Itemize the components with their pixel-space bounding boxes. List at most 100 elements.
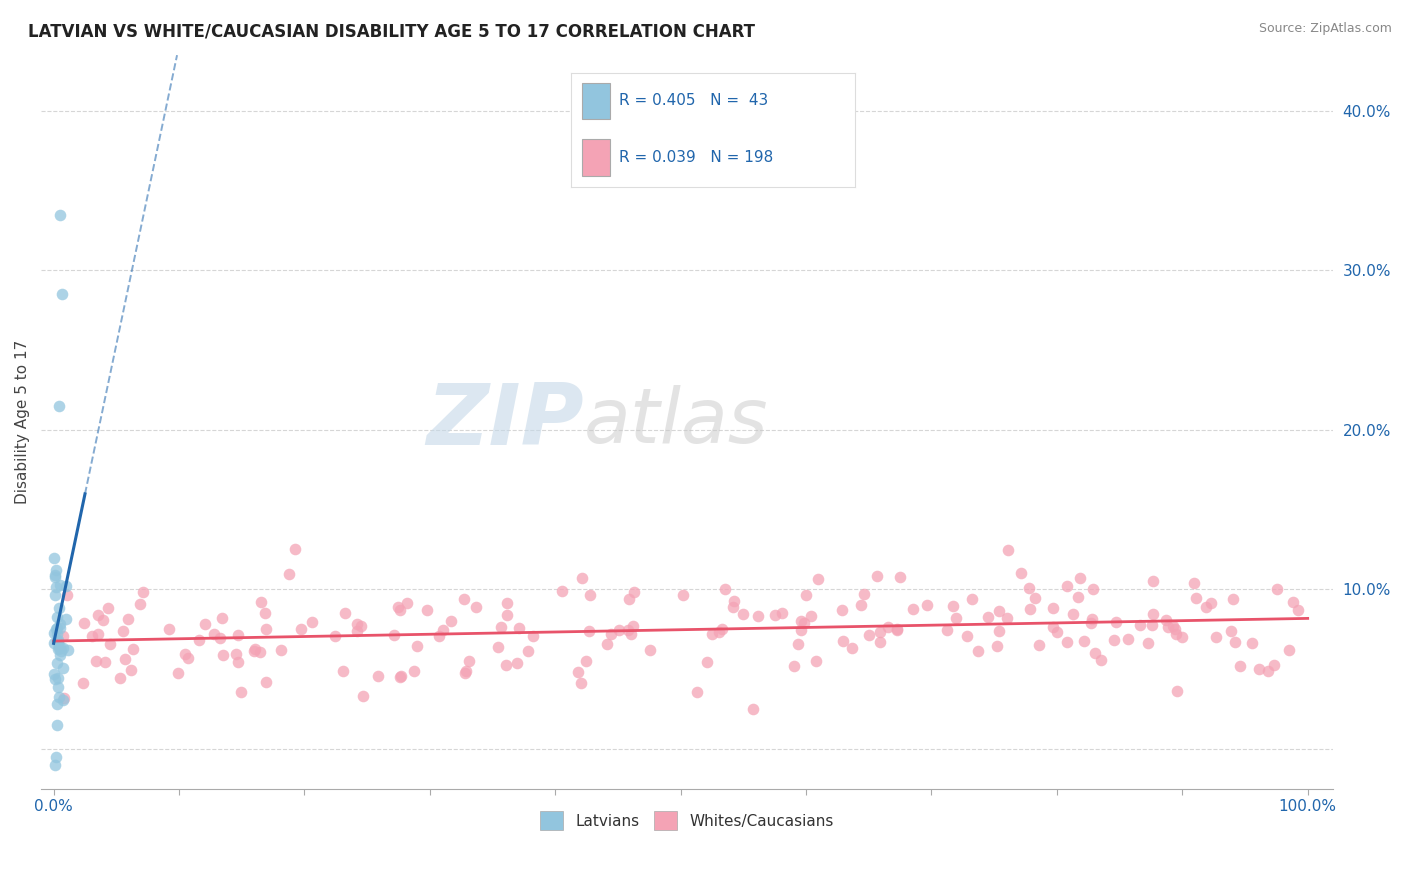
Point — [93, 655, 115, 669]
Point — [571, 571, 593, 585]
Point — [51, 643, 73, 657]
Point — [290, 622, 312, 636]
Point — [1240, 636, 1263, 650]
Point — [284, 542, 307, 557]
Point — [1199, 596, 1222, 610]
Point — [962, 591, 984, 606]
Point — [889, 570, 911, 584]
Point — [350, 619, 373, 633]
Point — [367, 669, 389, 683]
Text: LATVIAN VS WHITE/CAUCASIAN DISABILITY AGE 5 TO 17 CORRELATION CHART: LATVIAN VS WHITE/CAUCASIAN DISABILITY AG… — [28, 22, 755, 40]
Point — [112, 624, 135, 639]
Point — [44, 757, 66, 772]
Point — [389, 603, 412, 617]
Point — [876, 620, 898, 634]
Point — [807, 572, 830, 586]
Point — [831, 603, 853, 617]
Point — [211, 610, 233, 624]
Point — [253, 606, 276, 620]
Point — [1220, 624, 1243, 639]
Point — [45, 580, 67, 594]
Point — [1084, 646, 1107, 660]
Point — [49, 640, 72, 654]
Point — [620, 627, 643, 641]
Point — [45, 563, 67, 577]
Point — [789, 614, 811, 628]
Point — [747, 609, 769, 624]
Point — [1056, 635, 1078, 649]
Point — [129, 597, 152, 611]
Point — [211, 648, 233, 662]
Point — [1136, 635, 1159, 649]
Point — [301, 615, 323, 629]
Point — [323, 629, 346, 643]
Point — [551, 583, 574, 598]
Point — [46, 718, 69, 732]
Point — [202, 627, 225, 641]
Point — [616, 623, 638, 637]
Point — [1182, 576, 1205, 591]
Point — [187, 632, 209, 647]
Point — [851, 598, 873, 612]
Point — [453, 591, 475, 606]
Point — [270, 642, 292, 657]
Point — [416, 603, 439, 617]
Point — [352, 689, 374, 703]
Point — [723, 594, 745, 608]
Point — [226, 628, 249, 642]
Point — [346, 616, 368, 631]
Point — [995, 611, 1018, 625]
Point — [496, 608, 519, 623]
Point — [623, 585, 645, 599]
Point — [1161, 618, 1184, 632]
Point — [108, 671, 131, 685]
Point — [44, 568, 66, 582]
Point — [770, 606, 793, 620]
Point — [596, 636, 619, 650]
Point — [49, 616, 72, 631]
Point — [44, 551, 66, 566]
Point — [607, 624, 630, 638]
Point — [55, 612, 77, 626]
Point — [1171, 630, 1194, 644]
Point — [787, 638, 810, 652]
Point — [1184, 591, 1206, 606]
Point — [1090, 653, 1112, 667]
Point — [52, 640, 75, 655]
Point — [997, 543, 1019, 558]
Point — [517, 644, 540, 658]
Point — [988, 604, 1011, 618]
Point — [886, 623, 908, 637]
Point — [1263, 658, 1285, 673]
Point — [804, 654, 827, 668]
Point — [1046, 625, 1069, 640]
Point — [389, 670, 412, 684]
Point — [45, 621, 67, 635]
Point — [672, 588, 695, 602]
Point — [1105, 615, 1128, 629]
Point — [395, 596, 418, 610]
Point — [56, 588, 79, 602]
Point — [122, 641, 145, 656]
Point — [707, 624, 730, 639]
Point — [799, 609, 821, 624]
Point — [1081, 582, 1104, 596]
Point — [42, 666, 65, 681]
Point — [254, 622, 277, 636]
Point — [1024, 591, 1046, 605]
Point — [42, 626, 65, 640]
Point — [942, 599, 965, 613]
Point — [700, 627, 723, 641]
Point — [1018, 602, 1040, 616]
Point — [578, 624, 600, 639]
Point — [98, 637, 121, 651]
Point — [97, 600, 120, 615]
Point — [48, 640, 70, 655]
Point — [1010, 566, 1032, 581]
Point — [1157, 620, 1180, 634]
Point — [249, 645, 271, 659]
Point — [486, 640, 509, 654]
Point — [56, 643, 79, 657]
Point — [48, 600, 70, 615]
Point — [46, 697, 69, 711]
